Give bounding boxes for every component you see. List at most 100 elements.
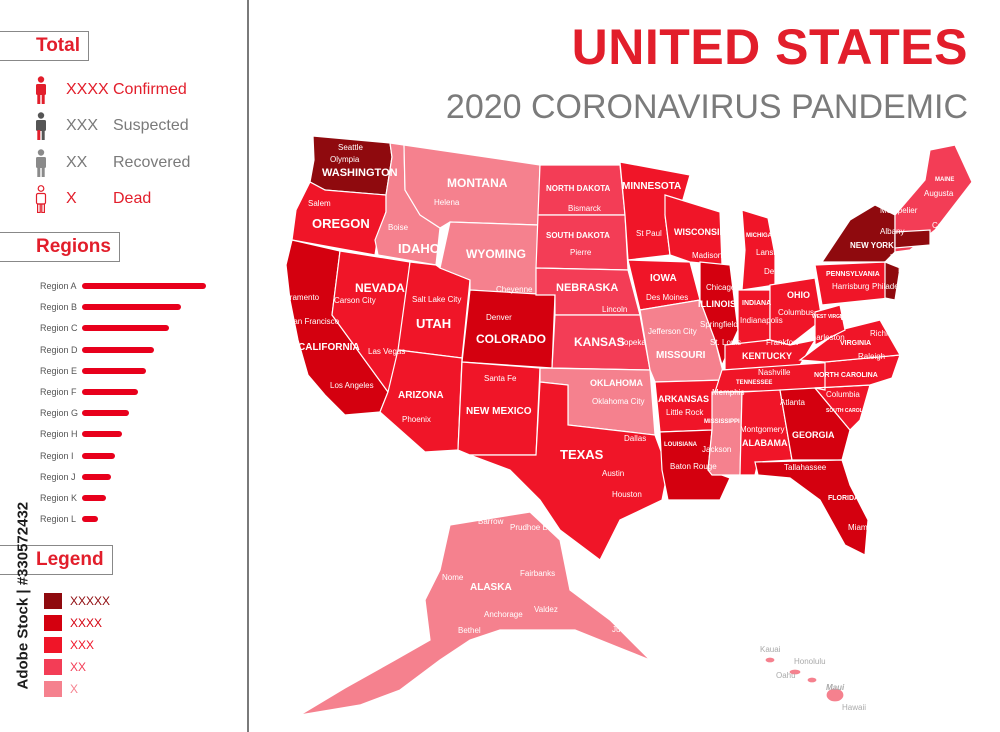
state-wisconsin[interactable] [664, 194, 723, 266]
label-north-dakota: NORTH DAKOTA [546, 184, 611, 193]
city-charleston: Charleston [806, 333, 845, 342]
region-bar [82, 473, 111, 480]
label-oregon: OREGON [312, 216, 370, 231]
city-new-orleans: New Orleans [728, 482, 774, 491]
state-west-virginia[interactable] [814, 304, 846, 346]
city-bismarck: Bismarck [568, 204, 602, 213]
city-santa-fe: Santa Fe [484, 374, 517, 383]
city-honolulu: Honolulu [794, 657, 826, 666]
region-bar [82, 367, 146, 374]
city-chicago: Chicago [706, 283, 736, 292]
state-alaska[interactable] [299, 511, 651, 716]
city-new-york: New York [898, 265, 933, 274]
legend-item: XXXXX [44, 592, 110, 610]
city-frankfort: Frankfort [766, 338, 799, 347]
city-juneau: Juneau [612, 625, 638, 634]
legend-swatch [44, 615, 62, 631]
label-alabama: ALABAMA [742, 438, 788, 448]
city-kauai: Kauai [760, 645, 781, 654]
city-des-moines: Des Moines [646, 293, 688, 302]
total-label-recovered: Recovered [113, 154, 191, 171]
city-bethel: Bethel [458, 626, 481, 635]
city-lansing: Lansing [756, 248, 784, 257]
region-row: Region G [40, 408, 129, 418]
region-bar [82, 410, 129, 417]
label-nevada: NEVADA [355, 281, 405, 295]
city-little-rock: Little Rock [666, 408, 704, 417]
city-prudhoe-bay: Prudhoe Bay [510, 523, 556, 532]
label-kentucky: KENTUCKY [742, 351, 792, 361]
label-maui: Maui [826, 683, 845, 692]
total-item-confirmed: XXXX Confirmed [34, 76, 187, 104]
label-georgia: GEORGIA [792, 430, 835, 440]
state-ohio[interactable] [769, 277, 823, 346]
region-bar [82, 304, 181, 311]
legend-label: XXX [70, 638, 95, 652]
region-row: Region D [40, 345, 154, 355]
region-row: Region E [40, 366, 146, 376]
total-heading: Total [0, 31, 89, 61]
region-row: Region J [40, 472, 111, 482]
legend-swatch [44, 681, 62, 697]
city-phoenix: Phoenix [402, 415, 431, 424]
total-label-confirmed: Confirmed [113, 81, 187, 98]
region-bar [82, 452, 115, 459]
region-row: Region K [40, 493, 106, 503]
city-topeka: Topeka [620, 338, 646, 347]
region-label: Region A [40, 281, 77, 291]
label-colorado: COLORADO [476, 332, 546, 346]
legend-swatch [44, 659, 62, 675]
total-item-suspected: XXX Suspected [34, 112, 189, 140]
region-row: Region H [40, 429, 122, 439]
city-nashville: Nashville [758, 368, 791, 377]
legend-swatch [44, 593, 62, 609]
city-montpelier: Montpelier [880, 206, 918, 215]
city-barrow: Barrow [478, 517, 504, 526]
legend-label: XXXX [70, 616, 103, 630]
city-denver: Denver [486, 313, 512, 322]
state-hawaii[interactable] [764, 656, 845, 703]
label-south-carolina: SOUTH CAROLINA [826, 408, 872, 414]
label-utah: UTAH [416, 316, 451, 331]
state-new-england[interactable] [894, 144, 973, 253]
region-label: Region K [40, 493, 78, 503]
legend-item: XXX [44, 636, 94, 654]
state-texas[interactable] [469, 381, 669, 561]
state-utah[interactable] [397, 261, 471, 359]
label-oklahoma: OKLAHOMA [590, 378, 643, 388]
city-concord: Concord [932, 221, 962, 230]
state-massachusetts[interactable] [894, 229, 931, 249]
label-wisconsin: WISCONSIN [674, 227, 726, 237]
total-count-suspected: XXX [66, 117, 99, 134]
city-salem: Salem [308, 199, 331, 208]
region-label: Region F [40, 387, 77, 397]
city-philadelphia: Philadelphia [872, 282, 916, 291]
state-south-dakota[interactable] [535, 214, 629, 271]
person-gray-icon [36, 149, 46, 177]
state-illinois[interactable] [699, 261, 739, 367]
label-missouri: MISSOURI [656, 350, 706, 361]
page-subtitle: 2020 CORONAVIRUS PANDEMIC [445, 88, 968, 126]
legend-item: XXXX [44, 614, 102, 632]
state-colorado[interactable] [461, 289, 556, 369]
region-label: Region C [40, 323, 78, 334]
region-label: Region L [40, 514, 77, 525]
city-miami: Miami [848, 523, 870, 532]
label-florida: FLORIDA [828, 495, 859, 502]
state-new-jersey[interactable] [884, 261, 901, 301]
city-columbus: Columbus [778, 308, 814, 317]
city-lincoln: Lincoln [602, 305, 627, 314]
city-st-paul: St Paul [636, 229, 662, 238]
us-map: WASHINGTON OREGON CALIFORNIA IDAHO NEVAD… [276, 135, 975, 716]
state-florida[interactable] [754, 459, 869, 556]
region-label: Region G [40, 408, 79, 419]
city-detroit: Detroit [764, 267, 788, 276]
city-washington-dc: Washington [840, 313, 886, 322]
state-georgia[interactable] [779, 387, 851, 461]
stock-credit: Adobe Stock | #330572432 [14, 501, 32, 690]
city-cheyenne: Cheyenne [496, 285, 533, 294]
city-albany: Albany [880, 227, 904, 236]
label-indiana: INDIANA [742, 300, 771, 307]
city-oahu: Oahu [776, 671, 796, 680]
label-minnesota: MINNESOTA [622, 181, 681, 192]
